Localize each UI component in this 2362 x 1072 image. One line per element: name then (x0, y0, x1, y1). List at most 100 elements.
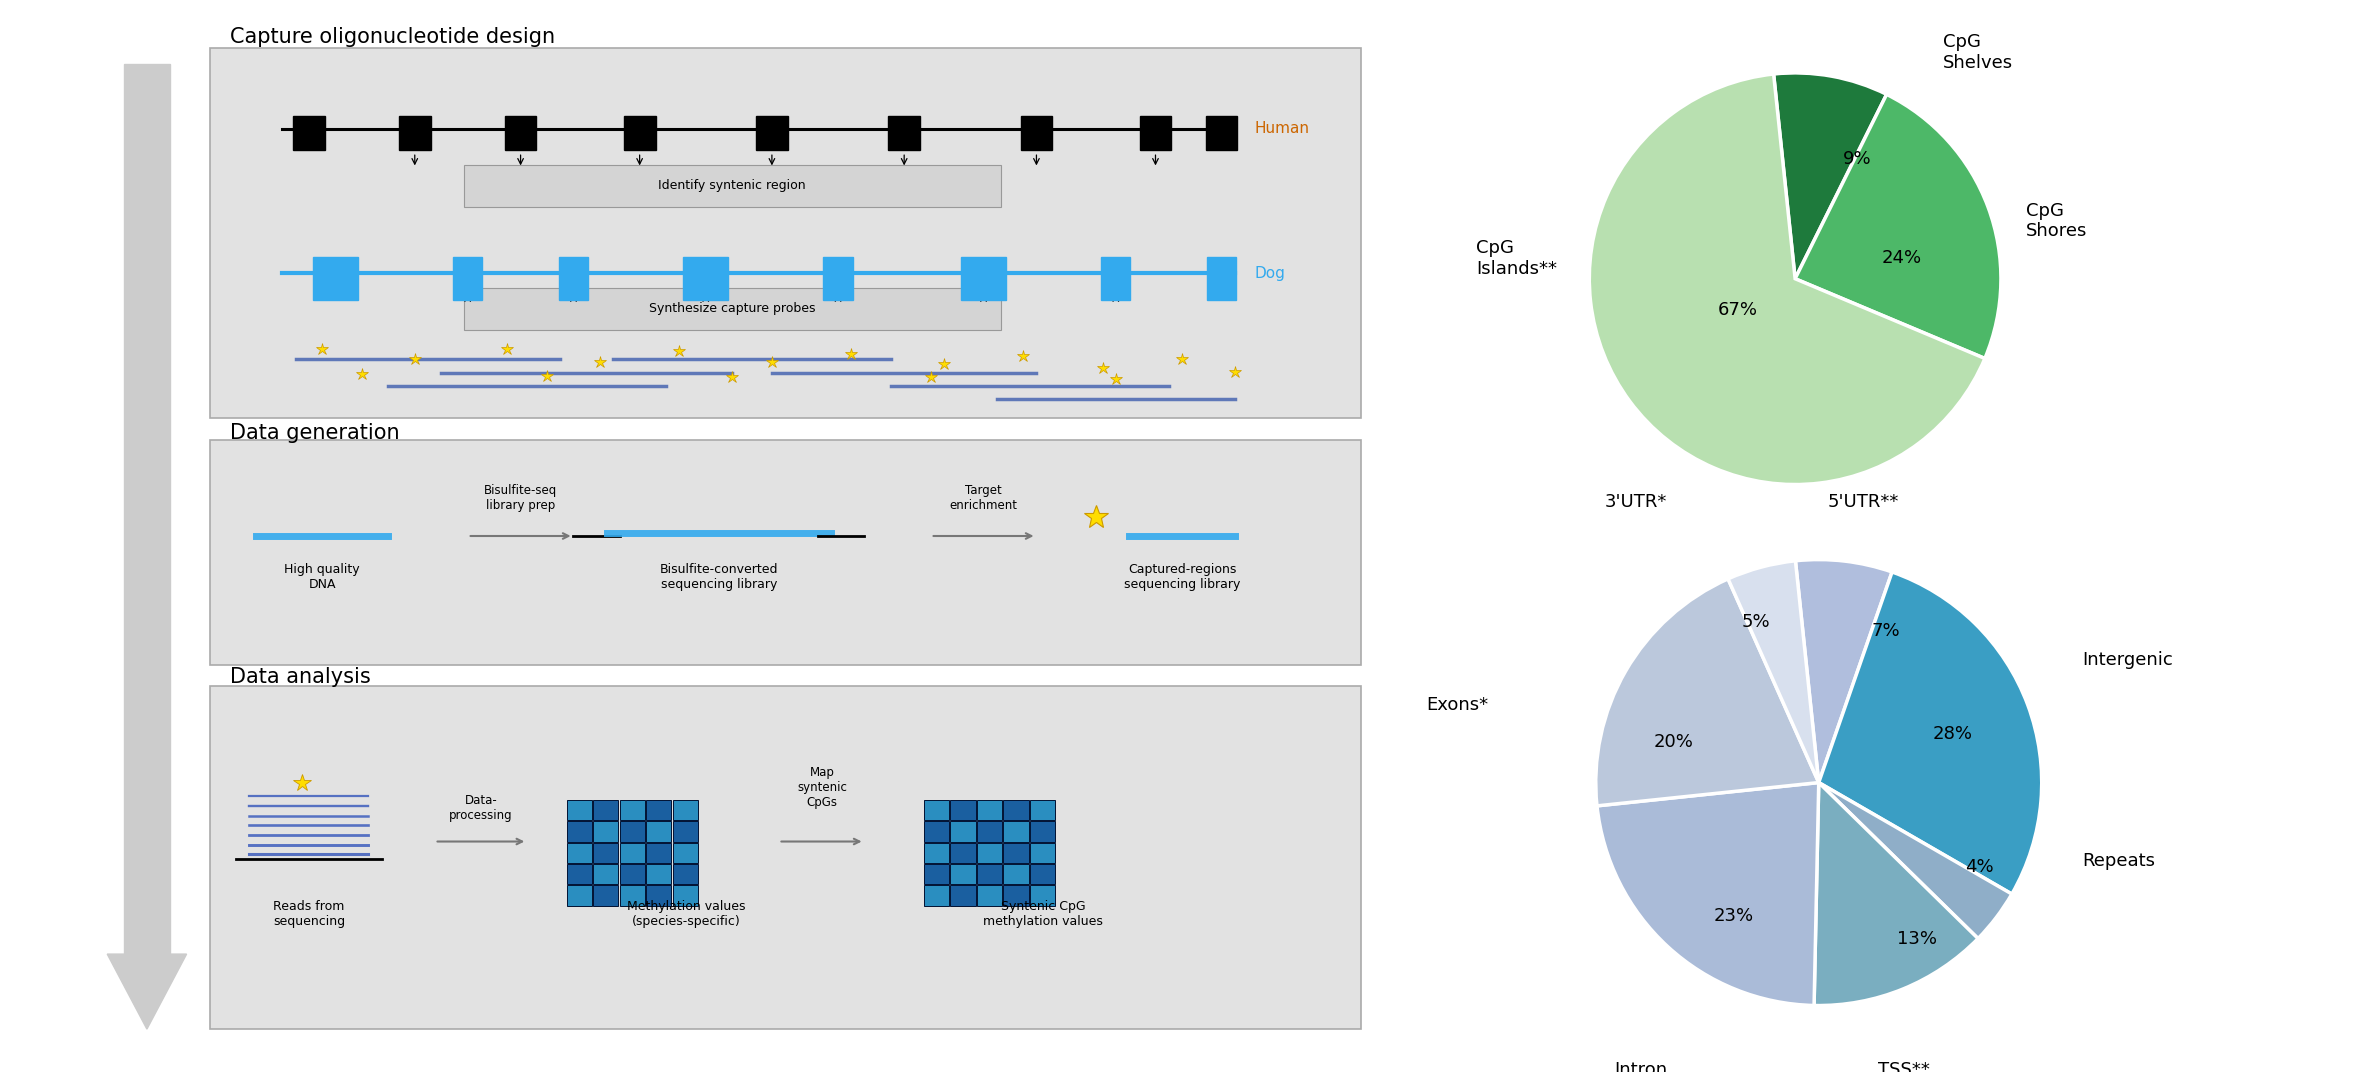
Text: Data generation: Data generation (229, 423, 399, 444)
Text: Human: Human (1254, 121, 1309, 136)
Bar (1004, 800, 1027, 820)
Text: Intergenic: Intergenic (2081, 651, 2173, 669)
Text: 5%: 5% (1743, 613, 1772, 631)
Wedge shape (1590, 74, 1984, 485)
FancyBboxPatch shape (463, 165, 1001, 207)
Bar (560, 257, 588, 300)
Bar (978, 885, 1001, 906)
Text: High quality
DNA: High quality DNA (283, 563, 359, 591)
Text: CpG
Shelves: CpG Shelves (1944, 33, 2012, 72)
Bar (647, 885, 671, 906)
Text: Syntenic CpG
methylation values: Syntenic CpG methylation values (983, 900, 1103, 928)
Bar (619, 843, 645, 863)
Text: Dog: Dog (1254, 266, 1285, 281)
Bar (756, 116, 789, 150)
Text: Intron: Intron (1613, 1061, 1668, 1072)
Text: 24%: 24% (1883, 249, 1923, 267)
Wedge shape (1597, 579, 1819, 806)
FancyBboxPatch shape (210, 440, 1361, 665)
Bar (619, 800, 645, 820)
Wedge shape (1814, 783, 1977, 1006)
Bar (1004, 885, 1027, 906)
Text: 5'UTR**: 5'UTR** (1828, 492, 1899, 510)
Bar (593, 864, 619, 884)
Bar (1004, 843, 1027, 863)
Bar (619, 864, 645, 884)
Text: Map
syntenic
CpGs: Map syntenic CpGs (798, 766, 848, 809)
Wedge shape (1819, 783, 2012, 939)
Bar (593, 821, 619, 842)
Bar (673, 885, 697, 906)
Bar (312, 257, 359, 300)
Bar (593, 843, 619, 863)
Bar (673, 843, 697, 863)
Bar (950, 885, 976, 906)
Text: 9%: 9% (1842, 150, 1871, 168)
Bar (1101, 257, 1131, 300)
Bar (647, 843, 671, 863)
Bar (619, 821, 645, 842)
Text: Bisulfite-converted
sequencing library: Bisulfite-converted sequencing library (659, 563, 777, 591)
Bar (1207, 257, 1235, 300)
Text: 3'UTR*: 3'UTR* (1604, 492, 1668, 510)
Bar (505, 116, 536, 150)
Bar (978, 864, 1001, 884)
FancyBboxPatch shape (463, 288, 1001, 330)
Bar (950, 821, 976, 842)
Bar (924, 885, 950, 906)
Text: 20%: 20% (1653, 733, 1694, 751)
FancyBboxPatch shape (210, 686, 1361, 1029)
Bar (567, 843, 593, 863)
Text: Exons*: Exons* (1427, 696, 1488, 714)
Wedge shape (1819, 572, 2041, 894)
Bar (961, 257, 1006, 300)
Text: Capture oligonucleotide design: Capture oligonucleotide design (229, 27, 555, 47)
Text: Synthesize capture probes: Synthesize capture probes (650, 302, 815, 315)
Bar (824, 257, 853, 300)
Text: Data-
processing: Data- processing (449, 794, 513, 822)
Bar (978, 800, 1001, 820)
Text: Bisulfite-seq
library prep: Bisulfite-seq library prep (484, 485, 557, 512)
Wedge shape (1795, 560, 1892, 783)
Bar (1030, 843, 1056, 863)
Bar (567, 864, 593, 884)
Bar (1030, 800, 1056, 820)
Text: Reads from
sequencing: Reads from sequencing (274, 900, 345, 928)
Bar (1138, 116, 1172, 150)
Bar (454, 257, 482, 300)
Bar (647, 800, 671, 820)
Bar (950, 843, 976, 863)
Bar (293, 116, 326, 150)
Wedge shape (1729, 561, 1819, 783)
Bar (593, 885, 619, 906)
Bar (978, 821, 1001, 842)
Bar (399, 116, 430, 150)
Text: CpG
Islands**: CpG Islands** (1476, 239, 1557, 278)
Text: TSS**: TSS** (1878, 1061, 1930, 1072)
Polygon shape (123, 64, 170, 965)
Text: Target
enrichment: Target enrichment (950, 485, 1018, 512)
Bar (624, 116, 657, 150)
Bar (950, 800, 976, 820)
Bar (1020, 116, 1053, 150)
Text: 23%: 23% (1715, 907, 1755, 925)
Text: 28%: 28% (1932, 725, 1972, 743)
Bar (1205, 116, 1238, 150)
Text: Identify syntenic region: Identify syntenic region (659, 179, 805, 192)
Text: Methylation values
(species-specific): Methylation values (species-specific) (626, 900, 744, 928)
Bar (619, 885, 645, 906)
Bar (567, 885, 593, 906)
Text: Data analysis: Data analysis (229, 667, 371, 687)
Bar (673, 864, 697, 884)
Text: 7%: 7% (1871, 622, 1899, 640)
Bar (950, 864, 976, 884)
Wedge shape (1795, 94, 2001, 358)
Bar (567, 800, 593, 820)
Bar (647, 821, 671, 842)
Polygon shape (106, 954, 187, 1029)
Bar (1030, 885, 1056, 906)
Bar (924, 821, 950, 842)
Bar (1030, 821, 1056, 842)
Bar (673, 800, 697, 820)
Text: 13%: 13% (1897, 929, 1937, 948)
